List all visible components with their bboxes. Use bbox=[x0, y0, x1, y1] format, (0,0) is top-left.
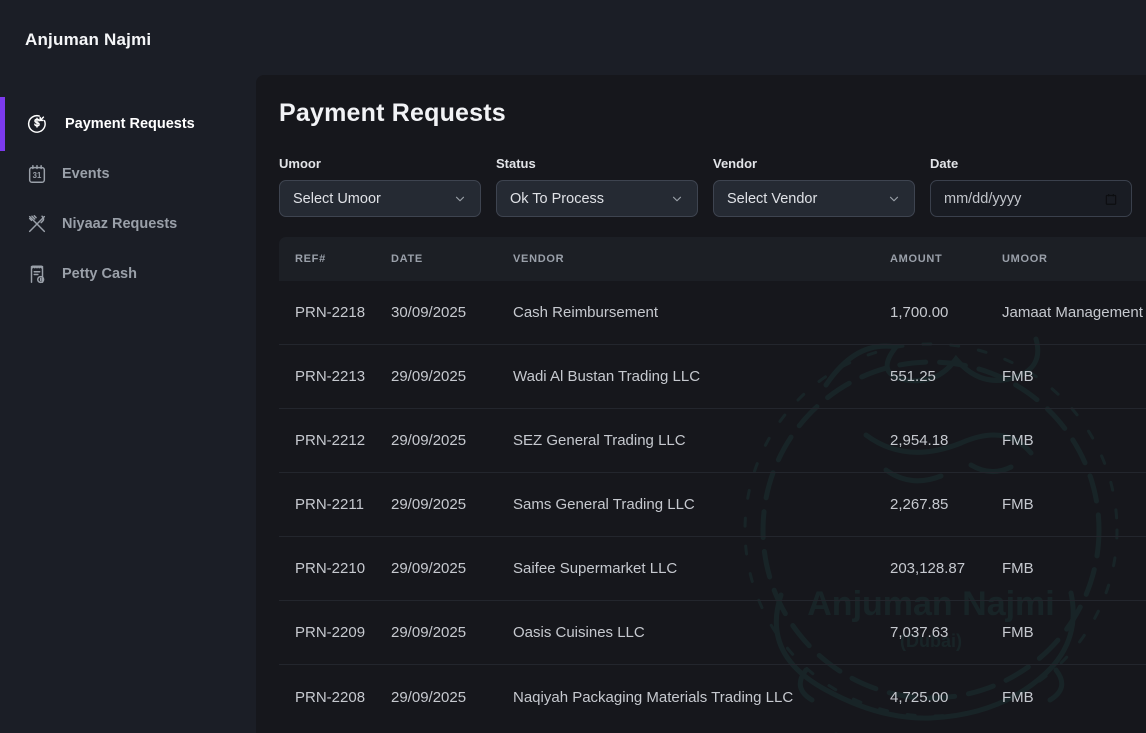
sidebar-item-niyaaz-requests[interactable]: Niyaaz Requests bbox=[0, 199, 256, 249]
umoor-select-value: Select Umoor bbox=[293, 190, 381, 207]
main-panel: Anjuman Najmi (Dubai) Payment Requests U… bbox=[256, 75, 1146, 733]
status-filter-label: Status bbox=[496, 156, 536, 171]
filter-vendor: Vendor Select Vendor bbox=[713, 156, 915, 217]
status-select[interactable]: Ok To Process bbox=[496, 180, 698, 217]
svg-text:31: 31 bbox=[33, 171, 42, 180]
filter-umoor: Umoor Select Umoor bbox=[279, 156, 481, 217]
calendar-icon: 31 bbox=[25, 162, 49, 186]
cell-date: 29/09/2025 bbox=[391, 560, 467, 577]
cell-vendor: Cash Reimbursement bbox=[513, 304, 659, 321]
vendor-select-value: Select Vendor bbox=[727, 190, 818, 207]
chevron-down-icon bbox=[887, 192, 901, 206]
cell-vendor: Naqiyah Packaging Materials Trading LLC bbox=[513, 688, 794, 706]
sidebar-item-label: Petty Cash bbox=[62, 266, 137, 282]
cell-umoor: FMB bbox=[1002, 560, 1034, 577]
sidebar-item-payment-requests[interactable]: Payment Requests bbox=[0, 97, 256, 151]
cell-date: 29/09/2025 bbox=[391, 688, 467, 706]
cell-umoor: FMB bbox=[1002, 496, 1034, 513]
brand-title: Anjuman Najmi bbox=[25, 30, 152, 49]
umoor-filter-label: Umoor bbox=[279, 156, 321, 171]
page-title: Payment Requests bbox=[279, 99, 506, 127]
payment-requests-table: REF# DATE VENDOR AMOUNT UMOOR PRN-2218 3… bbox=[279, 237, 1146, 729]
vendor-filter-label: Vendor bbox=[713, 156, 758, 171]
cell-umoor: FMB bbox=[1002, 624, 1034, 641]
col-header-ref: REF# bbox=[295, 253, 326, 265]
sidebar-item-events[interactable]: 31 Events bbox=[0, 149, 256, 199]
cell-ref: PRN-2213 bbox=[295, 368, 366, 385]
active-indicator-bar bbox=[0, 97, 5, 151]
chevron-down-icon bbox=[453, 192, 467, 206]
date-input-placeholder: mm/dd/yyyy bbox=[944, 190, 1022, 207]
cell-amount: 2,267.85 bbox=[890, 496, 949, 513]
table-row[interactable]: PRN-2218 30/09/2025 Cash Reimbursement 1… bbox=[279, 281, 1146, 345]
cell-date: 29/09/2025 bbox=[391, 368, 467, 385]
filter-status: Status Ok To Process bbox=[496, 156, 698, 217]
cell-date: 29/09/2025 bbox=[391, 624, 467, 641]
cell-vendor: Oasis Cuisines LLC bbox=[513, 624, 645, 641]
cell-ref: PRN-2210 bbox=[295, 560, 366, 577]
chevron-down-icon bbox=[670, 192, 684, 206]
sidebar-item-label: Niyaaz Requests bbox=[62, 216, 178, 232]
cell-amount: 2,954.18 bbox=[890, 432, 949, 449]
cell-date: 29/09/2025 bbox=[391, 432, 467, 449]
col-header-amount: AMOUNT bbox=[890, 253, 943, 265]
calendar-picker-icon[interactable] bbox=[1104, 192, 1118, 206]
cell-ref: PRN-2218 bbox=[295, 304, 366, 321]
table-row[interactable]: PRN-2210 29/09/2025 Saifee Supermarket L… bbox=[279, 537, 1146, 601]
filter-date: Date mm/dd/yyyy bbox=[930, 156, 1132, 217]
table-row[interactable]: PRN-2211 29/09/2025 Sams General Trading… bbox=[279, 473, 1146, 537]
cell-amount: 203,128.87 bbox=[890, 560, 966, 577]
cell-umoor: FMB bbox=[1002, 432, 1034, 449]
receipt-icon bbox=[25, 262, 49, 286]
date-filter-label: Date bbox=[930, 156, 959, 171]
cell-ref: PRN-2209 bbox=[295, 624, 366, 641]
sidebar-nav: Payment Requests 31 Events bbox=[0, 97, 256, 299]
cell-ref: PRN-2211 bbox=[295, 496, 364, 513]
vendor-select[interactable]: Select Vendor bbox=[713, 180, 915, 217]
cell-date: 29/09/2025 bbox=[391, 496, 467, 513]
sidebar-item-label: Events bbox=[62, 166, 110, 182]
cell-vendor: Sams General Trading LLC bbox=[513, 496, 695, 513]
utensils-crossed-icon bbox=[25, 212, 49, 236]
col-header-vendor: VENDOR bbox=[513, 253, 565, 265]
sidebar-item-label: Payment Requests bbox=[65, 116, 195, 132]
table-row[interactable]: PRN-2212 29/09/2025 SEZ General Trading … bbox=[279, 409, 1146, 473]
col-header-date: DATE bbox=[391, 253, 423, 265]
table-header-row: REF# DATE VENDOR AMOUNT UMOOR bbox=[279, 237, 1146, 281]
status-select-value: Ok To Process bbox=[510, 190, 605, 207]
payment-request-icon bbox=[25, 112, 49, 136]
table-row[interactable]: PRN-2209 29/09/2025 Oasis Cuisines LLC 7… bbox=[279, 601, 1146, 665]
cell-amount: 7,037.63 bbox=[890, 624, 949, 641]
sidebar: Anjuman Najmi Payment Requests 31 bbox=[0, 0, 256, 733]
cell-amount: 551.25 bbox=[890, 368, 936, 385]
cell-umoor: Jamaat Management bbox=[1002, 304, 1143, 321]
cell-amount: 1,700.00 bbox=[890, 304, 949, 321]
cell-ref: PRN-2208 bbox=[295, 688, 366, 706]
date-input[interactable]: mm/dd/yyyy bbox=[930, 180, 1132, 217]
cell-vendor: Saifee Supermarket LLC bbox=[513, 560, 678, 577]
cell-vendor: SEZ General Trading LLC bbox=[513, 432, 686, 449]
cell-date: 30/09/2025 bbox=[391, 304, 467, 321]
cell-umoor: FMB bbox=[1002, 688, 1034, 706]
filter-bar: Umoor Select Umoor Status Ok To Process bbox=[279, 156, 1146, 217]
sidebar-item-petty-cash[interactable]: Petty Cash bbox=[0, 249, 256, 299]
umoor-select[interactable]: Select Umoor bbox=[279, 180, 481, 217]
table-row[interactable]: PRN-2208 29/09/2025 Naqiyah Packaging Ma… bbox=[279, 665, 1146, 729]
table-row[interactable]: PRN-2213 29/09/2025 Wadi Al Bustan Tradi… bbox=[279, 345, 1146, 409]
cell-umoor: FMB bbox=[1002, 368, 1034, 385]
col-header-umoor: UMOOR bbox=[1002, 253, 1048, 265]
cell-vendor: Wadi Al Bustan Trading LLC bbox=[513, 368, 701, 385]
cell-ref: PRN-2212 bbox=[295, 432, 366, 449]
cell-amount: 4,725.00 bbox=[890, 688, 949, 706]
